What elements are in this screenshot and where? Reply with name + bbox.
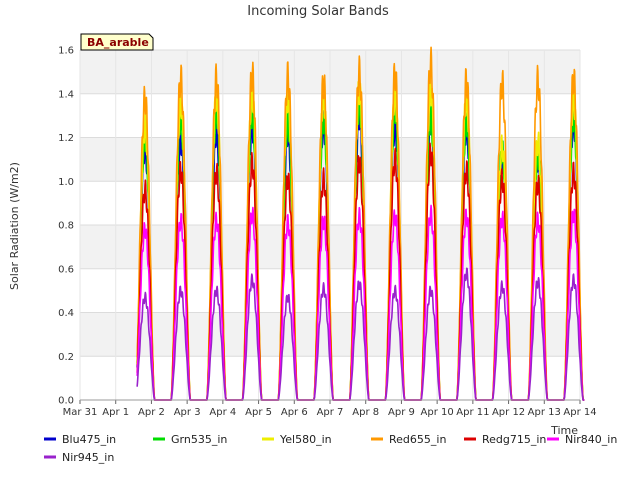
legend-label: Grn535_in — [171, 433, 227, 446]
y-axis-ticks: 0.0 0.2 0.4 0.6 0.8 1.0 1.2 1.4 1.6 — [58, 46, 74, 407]
x-tick-label: Apr 5 — [245, 407, 272, 418]
x-tick-label: Apr 13 — [528, 407, 561, 418]
x-tick-label: Apr 10 — [421, 407, 454, 418]
x-axis-ticks: Mar 31 Apr 1 Apr 2 Apr 3 Apr 4 Apr 5 Apr 6 Apr … — [63, 399, 597, 418]
site-badge: BA_arable — [80, 33, 154, 51]
series-lines — [136, 46, 585, 401]
legend-item-yel580-in: Yel580_in — [262, 433, 332, 446]
y-tick-label: 0.6 — [58, 264, 74, 275]
x-axis-label: Time — [550, 424, 578, 437]
y-tick-label: 0.4 — [58, 308, 74, 319]
y-axis-label: Solar Radiation (W/m2) — [8, 162, 21, 290]
legend-label: Blu475_in — [62, 433, 116, 446]
site-badge-label: BA_arable — [87, 36, 149, 49]
x-tick-label: Apr 3 — [174, 407, 201, 418]
legend-label: Nir840_in — [565, 433, 617, 446]
x-tick-label: Apr 4 — [209, 407, 236, 418]
legend-label: Red655_in — [389, 433, 446, 446]
y-tick-label: 1.0 — [58, 177, 74, 188]
x-tick-label: Apr 2 — [138, 407, 165, 418]
y-tick-label: 1.4 — [58, 89, 74, 100]
x-tick-label: Apr 12 — [492, 407, 525, 418]
x-tick-label: Apr 7 — [317, 407, 344, 418]
y-tick-label: 1.2 — [58, 133, 74, 144]
x-tick-label: Apr 11 — [456, 407, 489, 418]
x-tick-label: Apr 8 — [352, 407, 379, 418]
legend: Blu475_in Grn535_in Yel580_in Red655_in Redg… — [44, 433, 617, 464]
legend-item-red655-in: Red655_in — [371, 433, 446, 446]
legend-label: Redg715_in — [482, 433, 546, 446]
x-tick-label: Mar 31 — [63, 407, 98, 418]
legend-item-nir945-in: Nir945_in — [44, 451, 114, 464]
y-tick-label: 0.2 — [58, 352, 74, 363]
legend-label: Yel580_in — [279, 433, 332, 446]
y-tick-label: 0.8 — [58, 221, 74, 232]
legend-label: Nir945_in — [62, 451, 114, 464]
y-tick-label: 1.6 — [58, 46, 74, 57]
x-tick-label: Apr 6 — [281, 407, 308, 418]
y-tick-label: 0.0 — [58, 396, 74, 407]
x-tick-label: Apr 9 — [388, 407, 415, 418]
chart-title: Incoming Solar Bands — [247, 4, 389, 19]
legend-item-nir840-in: Nir840_in — [547, 433, 617, 446]
legend-item-blu475-in: Blu475_in — [44, 433, 116, 446]
legend-item-redg715-in: Redg715_in — [464, 433, 546, 446]
x-tick-label: Apr 14 — [563, 407, 596, 418]
series-line-nir945-in — [136, 267, 585, 401]
legend-item-grn535-in: Grn535_in — [153, 433, 227, 446]
x-tick-label: Apr 1 — [102, 407, 129, 418]
